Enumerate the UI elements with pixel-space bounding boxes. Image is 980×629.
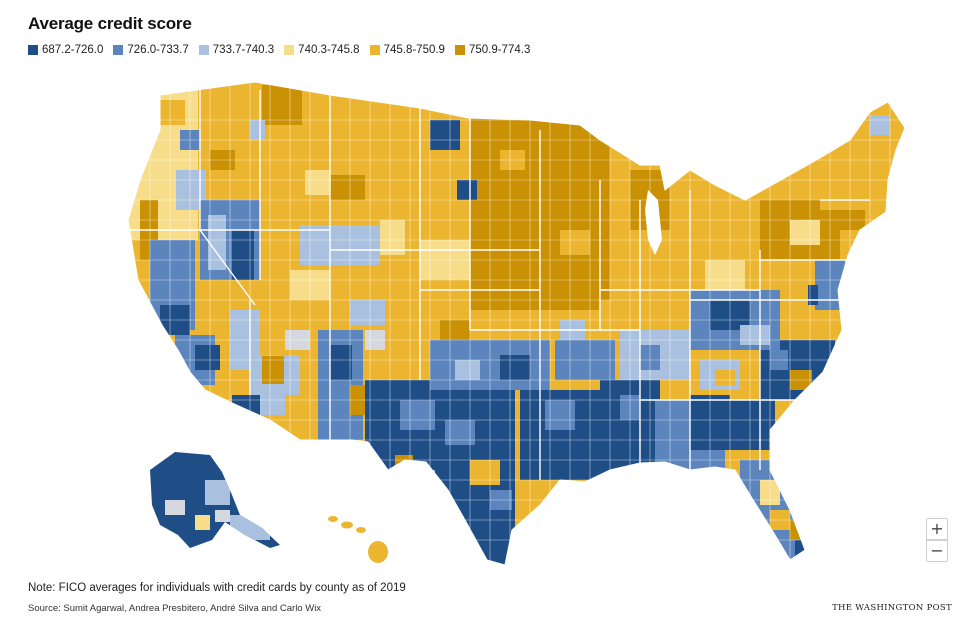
legend-label: 687.2-726.0: [42, 44, 104, 56]
state-borders: [130, 90, 870, 480]
county-tiles: [128, 82, 905, 565]
legend-swatch: [198, 45, 209, 55]
footnote: Note: FICO averages for individuals with…: [28, 582, 406, 594]
legend-item: 740.3-745.8: [284, 44, 360, 56]
legend-swatch: [28, 45, 38, 55]
legend-swatch: [113, 45, 124, 55]
legend-label: 726.0-733.7: [127, 44, 189, 56]
zoom-out-button[interactable]: −: [926, 540, 948, 562]
legend-label: 745.8-750.9: [383, 44, 445, 56]
legend-item: 733.7-740.3: [198, 44, 275, 56]
legend-item: 745.8-750.9: [369, 44, 445, 56]
us-outline: [127, 81, 906, 566]
legend-item: 750.9-774.3: [454, 44, 531, 56]
legend-label: 733.7-740.3: [212, 44, 275, 56]
publisher-brand: THE WASHINGTON POST: [832, 603, 952, 613]
legend-swatch: [454, 45, 465, 55]
legend-label: 740.3-745.8: [298, 44, 360, 56]
legend: 687.2-726.0 726.0-733.7 733.7-740.3 740.…: [28, 44, 530, 56]
map-title: Average credit score: [28, 14, 192, 33]
lake-michigan: [645, 190, 662, 255]
alaska-tiles: [150, 452, 280, 548]
legend-label: 750.9-774.3: [468, 44, 531, 56]
legend-item: 726.0-733.7: [113, 44, 189, 56]
source-credit: Source: Sumit Agarwal, Andrea Presbitero…: [28, 603, 322, 614]
legend-swatch: [284, 45, 295, 55]
legend-item: 687.2-726.0: [28, 44, 103, 56]
zoom-in-button[interactable]: +: [926, 518, 948, 540]
legend-swatch: [369, 45, 380, 55]
hawaii-islands: [328, 516, 388, 563]
